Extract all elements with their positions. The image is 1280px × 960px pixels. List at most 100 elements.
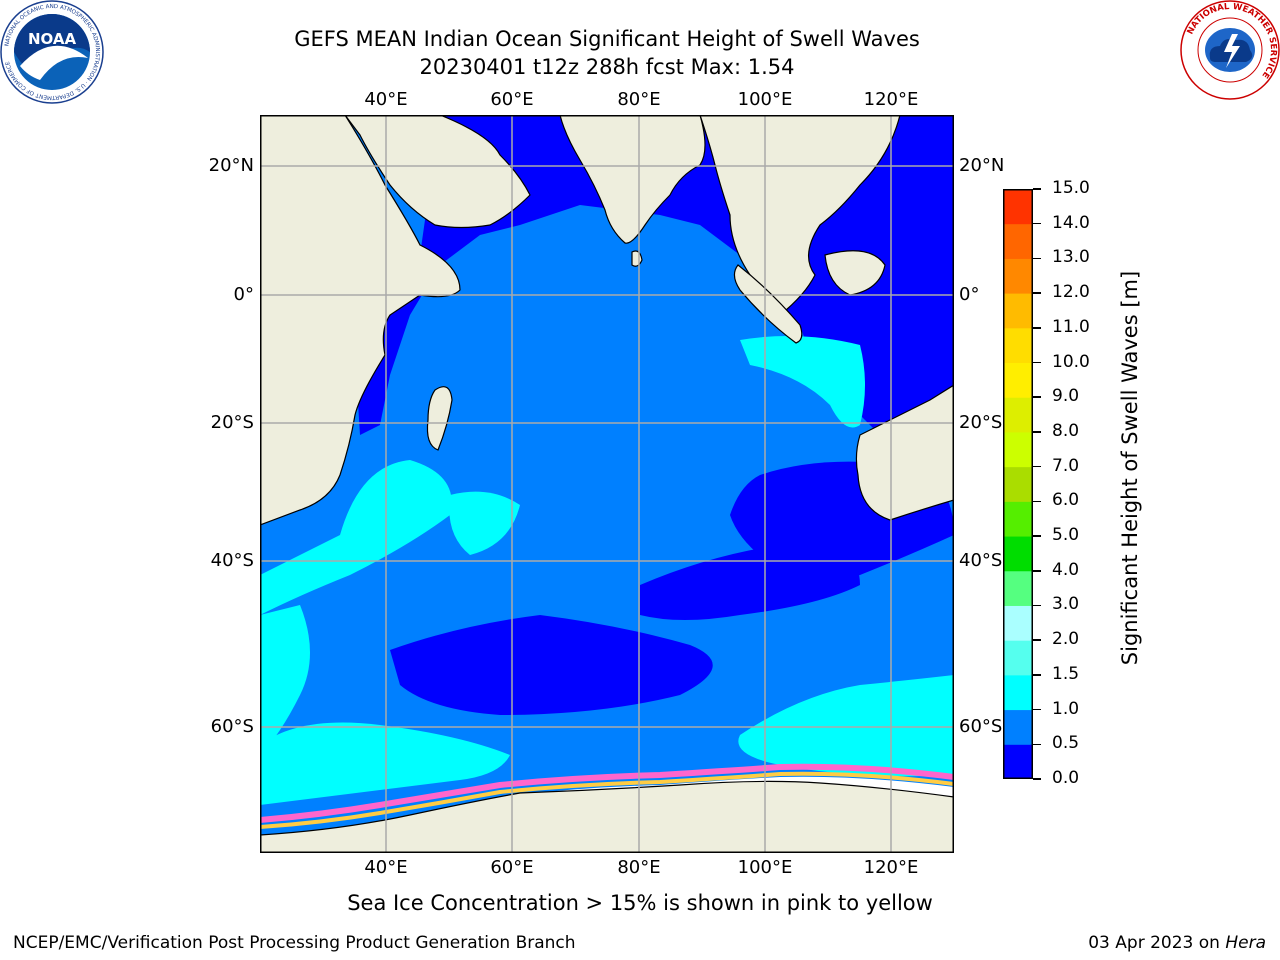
colorbar-segment [1003, 223, 1033, 259]
colorbar-segment [1003, 431, 1033, 468]
colorbar-segment [1003, 605, 1033, 641]
chart-subtitle: 20230401 t12z 288h fcst Max: 1.54 [419, 55, 795, 79]
land [260, 115, 954, 853]
madagascar [426, 386, 453, 451]
lat-label-left: 0° [233, 284, 254, 305]
chart-title: GEFS MEAN Indian Ocean Significant Heigh… [294, 27, 920, 51]
map-frame [260, 115, 954, 853]
colorbar-tick-label: 7.0 [1052, 455, 1080, 476]
colorbar-tick-mark [1033, 604, 1041, 607]
lat-label-left: 20°N [208, 155, 254, 176]
colorbar-tick-mark [1033, 500, 1041, 503]
colorbar-tick-mark [1033, 431, 1041, 433]
colorbar-segment [1003, 362, 1033, 398]
sea-ice-edge-inner [260, 771, 954, 829]
lon-label-bottom: 120°E [863, 857, 919, 878]
colorbar-segment [1003, 744, 1033, 779]
india [559, 115, 706, 244]
lon-label-bottom: 80°E [617, 857, 661, 878]
colorbar-tick-label: 13.0 [1052, 247, 1090, 268]
colorbar-tick-mark [1033, 674, 1041, 676]
graticule [260, 115, 954, 853]
footer-date-text: 03 Apr 2023 on [1088, 933, 1220, 953]
colorbar-tick-mark [1033, 708, 1041, 711]
lon-label-top: 120°E [863, 89, 919, 110]
australia [855, 384, 954, 521]
colorbar-segment [1003, 674, 1033, 711]
lon-label-top: 80°E [617, 89, 661, 110]
colorbar-tick-label: 10.0 [1052, 351, 1090, 372]
lat-label-right: 20°N [959, 155, 1005, 176]
colorbar-tick-mark [1033, 327, 1041, 329]
sea-ice-edge [260, 763, 954, 823]
colorbar-segment [1003, 501, 1033, 537]
sumatra [733, 264, 803, 344]
colorbar-tick-label: 5.0 [1052, 525, 1080, 546]
colorbar-segment [1003, 709, 1033, 745]
colorbar-tick-mark [1033, 257, 1041, 260]
lat-label-right: 20°S [959, 412, 1003, 433]
colorbar-segment [1003, 293, 1033, 329]
lat-label-left: 60°S [210, 716, 254, 737]
colorbar-tick-mark [1033, 639, 1041, 641]
sea-ice-note: Sea Ice Concentration > 15% is shown in … [347, 891, 933, 915]
colorbar-segment [1003, 258, 1033, 294]
colorbar-label: Significant Height of Swell Waves [m] [1118, 270, 1142, 666]
colorbar-tick-label: 2.0 [1052, 629, 1080, 650]
borneo [824, 250, 886, 296]
footer-credit: NCEP/EMC/Verification Post Processing Pr… [13, 933, 576, 953]
colorbar-tick-mark [1033, 188, 1041, 190]
colorbar-tick-label: 8.0 [1052, 420, 1080, 441]
colorbar [1003, 189, 1033, 779]
colorbar-tick-mark [1033, 743, 1041, 746]
colorbar-tick-label: 0.0 [1052, 768, 1080, 788]
lat-label-left: 40°S [210, 550, 254, 571]
lat-label-left: 20°S [210, 412, 254, 433]
colorbar-tick-label: 6.0 [1052, 490, 1080, 511]
colorbar-tick-mark [1033, 292, 1041, 294]
lon-label-bottom: 40°E [364, 857, 408, 878]
colorbar-segment [1003, 536, 1033, 572]
footer-machine: Hera [1225, 933, 1266, 953]
swell-mid-regions [260, 336, 954, 805]
colorbar-tick-label: 0.5 [1052, 733, 1080, 754]
colorbar-tick-mark [1033, 465, 1041, 468]
colorbar-tick-mark [1033, 361, 1041, 364]
lon-label-bottom: 100°E [737, 857, 793, 878]
antarctica [260, 780, 954, 853]
colorbar-tick-label: 14.0 [1052, 212, 1090, 233]
colorbar-tick-label: 11.0 [1052, 316, 1090, 337]
colorbar-tick-label: 15.0 [1052, 178, 1090, 198]
colorbar-tick-label: 3.0 [1052, 594, 1080, 615]
noaa-logo-text: NOAA [28, 30, 77, 48]
colorbar-segment [1003, 570, 1033, 606]
swell-height-map [260, 115, 954, 853]
lon-label-bottom: 60°E [490, 857, 534, 878]
colorbar-frame [1003, 189, 1033, 779]
lon-label-top: 60°E [490, 89, 534, 110]
lat-label-right: 0° [959, 284, 980, 305]
colorbar-tick-label: 1.0 [1052, 698, 1080, 719]
lat-label-right: 60°S [959, 716, 1003, 737]
colorbar-segment [1003, 327, 1033, 364]
colorbar-tick-label: 4.0 [1052, 559, 1080, 580]
lon-label-top: 40°E [364, 89, 408, 110]
colorbar-tick-label: 1.5 [1052, 663, 1080, 684]
arabia [344, 115, 531, 229]
colorbar-tick-mark [1033, 396, 1041, 398]
noaa-logo: NOAA NATIONAL OCEANIC AND ATMOSPHERIC AD… [0, 0, 104, 104]
nws-logo: NATIONAL WEATHER SERVICE [1180, 0, 1280, 100]
lat-label-right: 40°S [959, 550, 1003, 571]
lon-label-top: 100°E [737, 89, 793, 110]
colorbar-segment [1003, 640, 1033, 676]
colorbar-tick-mark [1033, 570, 1041, 572]
colorbar-segment [1003, 189, 1033, 225]
colorbar-tick-mark [1033, 222, 1041, 225]
colorbar-segment [1003, 466, 1033, 502]
footer-date: 03 Apr 2023 on Hera [1088, 933, 1266, 953]
colorbar-tick-mark [1033, 535, 1041, 537]
colorbar-tick-label: 12.0 [1052, 282, 1090, 303]
colorbar-tick-label: 9.0 [1052, 386, 1080, 407]
colorbar-tick-mark [1033, 778, 1041, 780]
colorbar-segment [1003, 397, 1033, 433]
